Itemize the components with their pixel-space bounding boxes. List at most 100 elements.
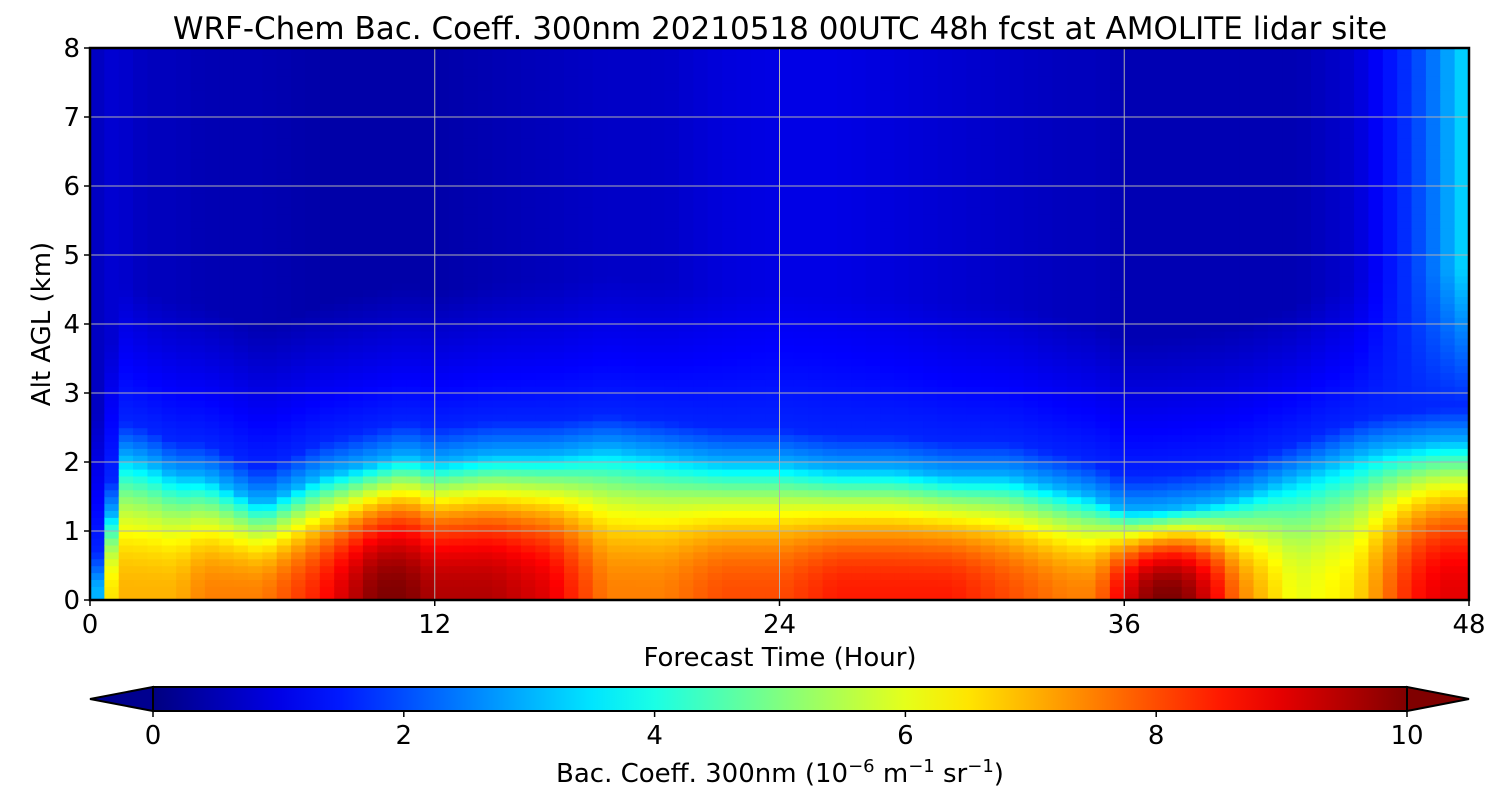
heatmap-cell xyxy=(147,213,163,222)
heatmap-cell xyxy=(564,393,580,401)
heatmap-cell xyxy=(564,234,580,242)
heatmap-cell xyxy=(477,503,493,511)
heatmap-cell xyxy=(420,455,436,463)
heatmap-cell xyxy=(520,248,536,256)
heatmap-cell xyxy=(449,551,465,560)
heatmap-cell xyxy=(607,517,623,525)
heatmap-cell xyxy=(722,579,738,587)
heatmap-cell xyxy=(966,275,982,284)
heatmap-cell xyxy=(779,75,795,84)
heatmap-cell xyxy=(305,427,321,436)
heatmap-cell xyxy=(880,103,896,111)
heatmap-cell xyxy=(564,289,580,298)
heatmap-cell xyxy=(851,144,867,153)
heatmap-cell xyxy=(880,192,896,201)
heatmap-cell xyxy=(362,399,378,408)
heatmap-cell xyxy=(161,110,177,118)
heatmap-cell xyxy=(822,413,838,422)
heatmap-cell xyxy=(650,455,666,463)
heatmap-cell xyxy=(851,213,867,222)
heatmap-cell xyxy=(951,399,967,408)
heatmap-cell xyxy=(520,303,536,311)
heatmap-cell xyxy=(980,531,996,539)
heatmap-cell xyxy=(549,234,565,242)
heatmap-cell xyxy=(549,130,565,139)
heatmap-cell xyxy=(204,268,220,277)
heatmap-cell xyxy=(621,179,637,187)
heatmap-cell xyxy=(276,54,292,63)
heatmap-cell xyxy=(808,468,824,477)
heatmap-cell xyxy=(248,151,264,160)
heatmap-cell xyxy=(880,220,896,229)
heatmap-cell xyxy=(276,220,292,229)
heatmap-cell xyxy=(434,117,450,125)
heatmap-cell xyxy=(90,220,106,229)
heatmap-cell xyxy=(190,482,206,491)
heatmap-cell xyxy=(176,482,192,491)
heatmap-cell xyxy=(477,579,493,587)
heatmap-cell xyxy=(894,268,910,277)
heatmap-cell xyxy=(477,68,493,77)
heatmap-cell xyxy=(219,96,235,104)
heatmap-cell xyxy=(161,496,177,505)
heatmap-cell xyxy=(377,475,393,484)
heatmap-cell xyxy=(607,544,623,553)
heatmap-cell xyxy=(779,261,795,270)
heatmap-cell xyxy=(664,482,680,491)
heatmap-cell xyxy=(937,365,953,373)
heatmap-cell xyxy=(908,330,924,339)
heatmap-cell xyxy=(865,468,881,477)
heatmap-cell xyxy=(248,434,264,442)
heatmap-cell xyxy=(348,220,364,229)
heatmap-cell xyxy=(276,482,292,491)
heatmap-cell xyxy=(219,455,235,463)
heatmap-cell xyxy=(463,234,479,242)
heatmap-cell xyxy=(406,510,422,518)
heatmap-cell xyxy=(707,586,723,594)
heatmap-cell xyxy=(678,365,695,373)
heatmap-cell xyxy=(233,544,249,553)
heatmap-cell xyxy=(305,220,321,229)
heatmap-cell xyxy=(291,137,307,146)
heatmap-cell xyxy=(348,475,364,484)
heatmap-cell xyxy=(937,324,953,332)
heatmap-cell xyxy=(104,462,120,470)
heatmap-cell xyxy=(937,503,953,511)
heatmap-cell xyxy=(319,261,335,270)
heatmap-cell xyxy=(535,123,551,132)
heatmap-cell xyxy=(564,455,580,463)
heatmap-cell xyxy=(406,475,422,484)
heatmap-cell xyxy=(90,165,106,173)
heatmap-cell xyxy=(219,137,235,146)
heatmap-cell xyxy=(219,386,235,394)
heatmap-cell xyxy=(621,351,637,360)
heatmap-cell xyxy=(693,593,709,600)
heatmap-cell xyxy=(793,558,809,567)
heatmap-cell xyxy=(176,379,192,387)
heatmap-cell xyxy=(176,199,192,208)
heatmap-cell xyxy=(851,130,867,139)
heatmap-cell xyxy=(951,248,967,256)
heatmap-cell xyxy=(937,151,953,160)
heatmap-cell xyxy=(894,406,910,415)
heatmap-cell xyxy=(578,537,594,546)
heatmap-cell xyxy=(621,75,637,84)
heatmap-cell xyxy=(664,572,680,580)
heatmap-cell xyxy=(535,110,551,118)
heatmap-cell xyxy=(291,427,307,436)
heatmap-cell xyxy=(779,558,795,567)
heatmap-cell xyxy=(880,455,896,463)
heatmap-cell xyxy=(190,399,206,408)
heatmap-cell xyxy=(793,248,809,256)
heatmap-cell xyxy=(104,393,120,401)
heatmap-cell xyxy=(549,489,565,498)
heatmap-cell xyxy=(923,303,939,311)
heatmap-cell xyxy=(880,344,896,353)
heatmap-cell xyxy=(951,406,967,415)
heatmap-cell xyxy=(133,517,149,525)
heatmap-cell xyxy=(161,365,177,373)
heatmap-cell xyxy=(90,241,106,249)
heatmap-cell xyxy=(793,255,809,263)
heatmap-cell xyxy=(348,282,364,291)
heatmap-cell xyxy=(276,441,292,449)
